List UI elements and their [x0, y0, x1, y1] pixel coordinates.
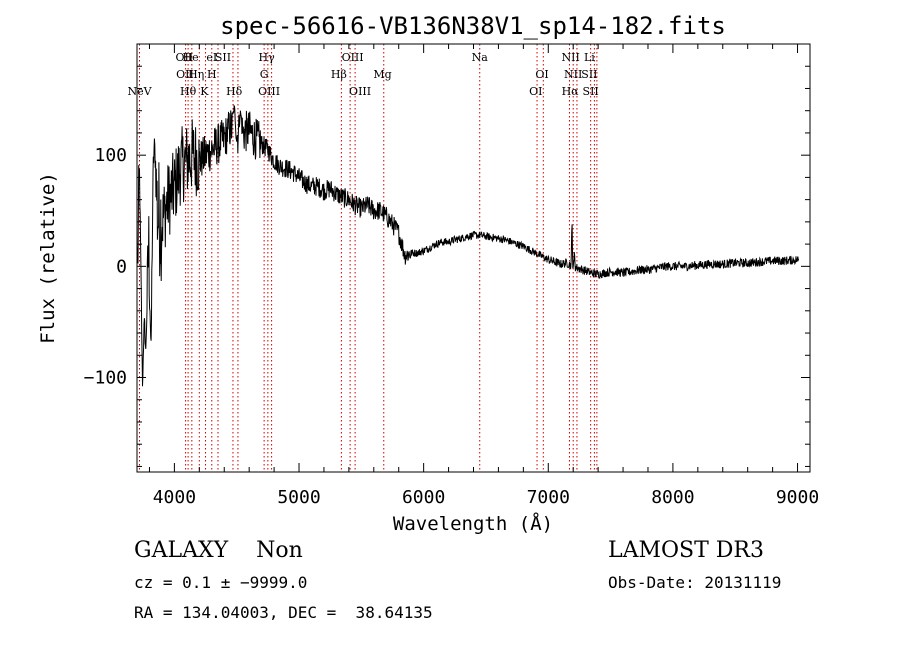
spectral-line-label: Hθ	[180, 85, 197, 98]
spectral-line-label: NII	[562, 51, 580, 64]
spectral-line-label: Hγ	[259, 51, 276, 64]
y-tick-label: −100	[84, 368, 127, 389]
spectral-line-markers	[138, 44, 598, 472]
spectral-line-label: Hβ	[331, 68, 347, 81]
spectral-line-label: G	[260, 68, 269, 81]
spectral-line-label: Hδ	[226, 85, 243, 98]
chart-title: spec-56616-VB136N38V1_sp14-182.fits	[220, 12, 726, 40]
spectral-line-label: SII	[581, 68, 597, 81]
spectral-line-label: H	[207, 68, 217, 81]
obs-date: Obs-Date: 20131119	[608, 573, 782, 592]
x-tick-label: 8000	[651, 487, 694, 508]
spectral-line-label: He	[183, 51, 199, 64]
spectral-line-label: OIII	[349, 85, 371, 98]
spectral-line-label: Hη	[188, 68, 204, 81]
spectral-line-label: NeV	[127, 85, 152, 98]
y-axis-label: Flux (relative)	[37, 172, 59, 344]
spectral-line-label: SII	[215, 51, 231, 64]
spectral-line-label: OIII	[258, 85, 280, 98]
spectral-line-label: SII	[583, 85, 599, 98]
x-tick-label: 9000	[776, 487, 819, 508]
x-tick-label: 6000	[402, 487, 445, 508]
y-tick-label: 0	[116, 256, 127, 277]
flux-series-line	[137, 104, 800, 387]
spectral-line-label: Li	[584, 51, 595, 64]
spectral-line-label: OI	[529, 85, 542, 98]
spectral-line-label: Na	[472, 51, 489, 64]
spectral-line-labels: NeVOIIOIIHθHeHηKHeISIIHδHγGOIIIOIIIHβOII…	[127, 51, 598, 98]
x-axis-ticks: 4000 5000 6000 7000 8000 9000	[148, 44, 819, 508]
spectral-line-label: Hα	[562, 85, 580, 98]
x-tick-label: 7000	[527, 487, 570, 508]
spectral-line-label: K	[200, 85, 209, 98]
survey-label: LAMOST DR3	[608, 538, 764, 563]
coordinates: RA = 134.04003, DEC = 38.64135	[134, 603, 433, 622]
spectral-line-label: OIII	[342, 51, 364, 64]
spectral-line-label: OII	[176, 68, 194, 81]
y-tick-label: 100	[94, 145, 127, 166]
spectral-line-label: OI	[535, 68, 548, 81]
class-label: GALAXY Non	[134, 538, 303, 563]
x-tick-label: 4000	[153, 487, 196, 508]
redshift-value: cz = 0.1 ± −9999.0	[134, 573, 308, 592]
x-axis-label: Wavelength (Å)	[393, 512, 553, 535]
spectral-line-label: OII	[175, 51, 193, 64]
spectral-line-label: eI	[206, 51, 217, 64]
y-axis-ticks: −100 0 100	[84, 65, 810, 467]
spectral-line-label: Mg	[373, 68, 391, 81]
x-tick-label: 5000	[277, 487, 320, 508]
spectral-line-label: NII	[564, 68, 582, 81]
